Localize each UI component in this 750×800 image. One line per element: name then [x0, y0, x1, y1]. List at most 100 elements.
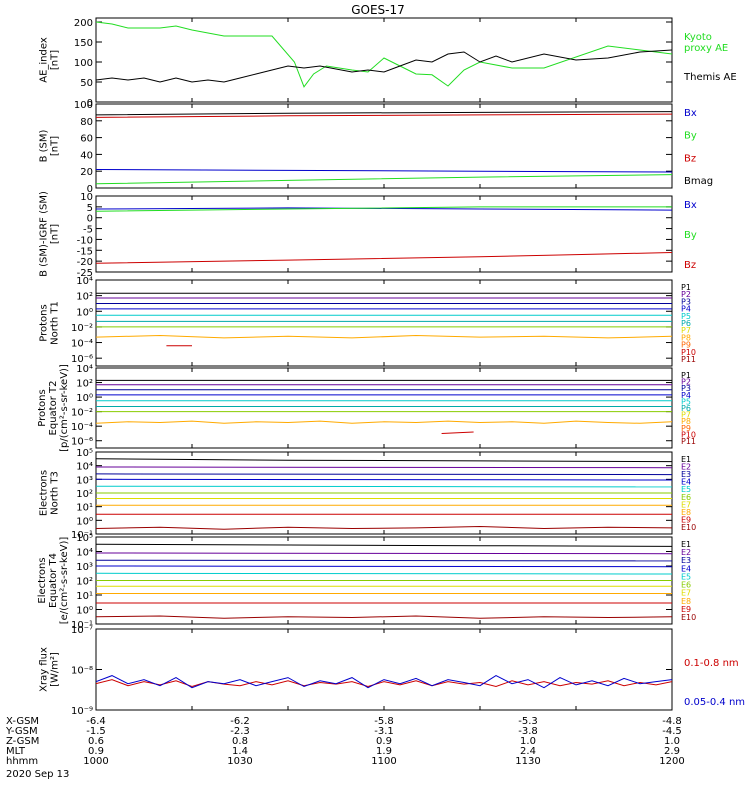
y-tick-label: 10⁵	[76, 533, 93, 544]
legend-label: P6	[681, 404, 691, 413]
legend-label: E4	[681, 478, 691, 487]
legend-label: E1	[681, 540, 691, 549]
legend-label: E9	[681, 515, 691, 524]
x-row-value: 0.8	[232, 736, 248, 747]
series-e1	[96, 543, 672, 547]
y-tick-label: 10²	[76, 489, 93, 500]
legend-label: P1	[681, 283, 691, 292]
y-tick-label: 100	[74, 100, 93, 111]
y-axis-label: [W/m²]	[50, 652, 61, 687]
y-axis-label: B (SM)-IGRF (SM)	[39, 191, 50, 277]
x-row-value: -5.8	[374, 716, 394, 727]
y-tick-label: -20	[77, 257, 93, 268]
y-tick-label: 10²	[76, 379, 93, 390]
y-tick-label: 200	[74, 18, 93, 29]
legend-label: Bx	[684, 200, 697, 211]
series-e3	[96, 559, 672, 562]
series-e5	[96, 572, 672, 575]
y-tick-label: 20	[80, 167, 93, 178]
y-tick-label: 60	[80, 134, 93, 145]
y-tick-label: 10⁻⁷	[71, 625, 93, 636]
legend-label: E9	[681, 605, 691, 614]
x-row-label: Z-GSM	[6, 736, 39, 747]
x-row-value: -6.4	[86, 716, 106, 727]
panel-pt2: 10⁴ 10² 10⁰ 10⁻² 10⁻⁴ 10⁻⁶ Protons Equator T2 [p…	[37, 364, 696, 452]
y-tick-label: 0	[87, 214, 93, 225]
legend-label: P4	[681, 391, 691, 400]
series-e3	[96, 473, 672, 476]
series-e10	[96, 525, 672, 530]
legend-label: P3	[681, 384, 691, 393]
legend-label: E5	[681, 572, 691, 581]
y-axis-label: North T1	[50, 301, 61, 345]
y-tick-label: 10¹	[76, 591, 93, 602]
x-row-label: hhmm	[6, 756, 38, 767]
y-tick-label: -15	[77, 246, 93, 257]
y-tick-label: 10⁴	[76, 462, 93, 473]
legend-label: E2	[681, 463, 691, 472]
x-row-value: -5.3	[518, 716, 538, 727]
y-tick-label: 10²	[76, 577, 93, 588]
x-row-value: -6.2	[230, 716, 250, 727]
x-row-value: 1100	[371, 756, 396, 767]
y-tick-label: 10²	[76, 292, 93, 303]
legend-label: By	[684, 230, 697, 241]
y-tick-label: 10⁰	[76, 393, 93, 404]
y-tick-label: 0	[87, 184, 93, 195]
y-axis-label: North T3	[50, 471, 61, 515]
legend-label: P10	[681, 348, 696, 357]
x-row-value: 1.0	[664, 736, 680, 747]
legend-label: P6	[681, 319, 691, 328]
legend-label: P10	[681, 430, 696, 439]
x-row-value: 1000	[83, 756, 108, 767]
y-tick-label: 10⁰	[76, 606, 93, 617]
x-row-value: -2.3	[230, 726, 250, 737]
y-tick-label: 50	[80, 78, 93, 89]
x-row-value: 1200	[659, 756, 684, 767]
legend-label: P7	[681, 326, 691, 335]
y-tick-label: -10	[77, 235, 93, 246]
y-tick-label: 10⁵	[76, 448, 93, 459]
series-by	[96, 206, 672, 212]
y-axis-label: AE_index	[39, 37, 50, 83]
series-bx	[96, 169, 672, 173]
panel-et4: 10⁵ 10⁴ 10³ 10² 10¹ 10⁰ 10⁻¹ Electrons Equator T…	[37, 533, 696, 631]
x-row-value: 1.0	[520, 736, 536, 747]
y-tick-label: 10⁻⁶	[71, 354, 93, 365]
x-row-value: 0.6	[88, 736, 104, 747]
y-tick-label: 5	[87, 203, 93, 214]
x-row-label: MLT	[6, 746, 26, 757]
y-tick-label: 80	[80, 117, 93, 128]
y-axis-label: Xray flux	[39, 647, 50, 692]
y-tick-label: 10⁴	[76, 364, 93, 375]
series-e5	[96, 485, 672, 488]
y-tick-label: 10³	[76, 475, 93, 486]
legend-label: P7	[681, 411, 691, 420]
y-tick-label: 10	[80, 192, 93, 203]
y-tick-label: 10³	[76, 562, 93, 573]
panel-frame	[95, 628, 673, 711]
legend-label: E3	[681, 556, 691, 565]
plot-title: GOES-17	[351, 3, 405, 17]
legend-label: P11	[681, 355, 696, 364]
y-axis-label: [p/(cm²-s-sr-keV)]	[59, 364, 70, 452]
legend-label: P11	[681, 437, 696, 446]
legend-label: E7	[681, 500, 691, 509]
x-row-label: Y-GSM	[5, 726, 38, 737]
x-row-value: -4.8	[662, 716, 682, 727]
series-themis-ae	[96, 49, 672, 83]
legend-label: E4	[681, 564, 691, 573]
legend-label: E10	[681, 613, 696, 622]
y-tick-label: 150	[74, 38, 93, 49]
series-p10	[441, 431, 474, 434]
y-tick-label: 10⁻⁶	[71, 437, 93, 448]
x-axis-labels: X-GSM -6.4 -6.2 -5.8 -5.3 -4.8 Y-GSM -1.5 -2.3 -3…	[5, 716, 685, 767]
legend-label: E6	[681, 581, 691, 590]
legend-label: E8	[681, 508, 691, 517]
legend-label: P5	[681, 397, 691, 406]
y-tick-label: 40	[80, 150, 93, 161]
y-axis-label: Protons	[37, 389, 48, 426]
y-axis-label: Protons	[39, 304, 50, 341]
